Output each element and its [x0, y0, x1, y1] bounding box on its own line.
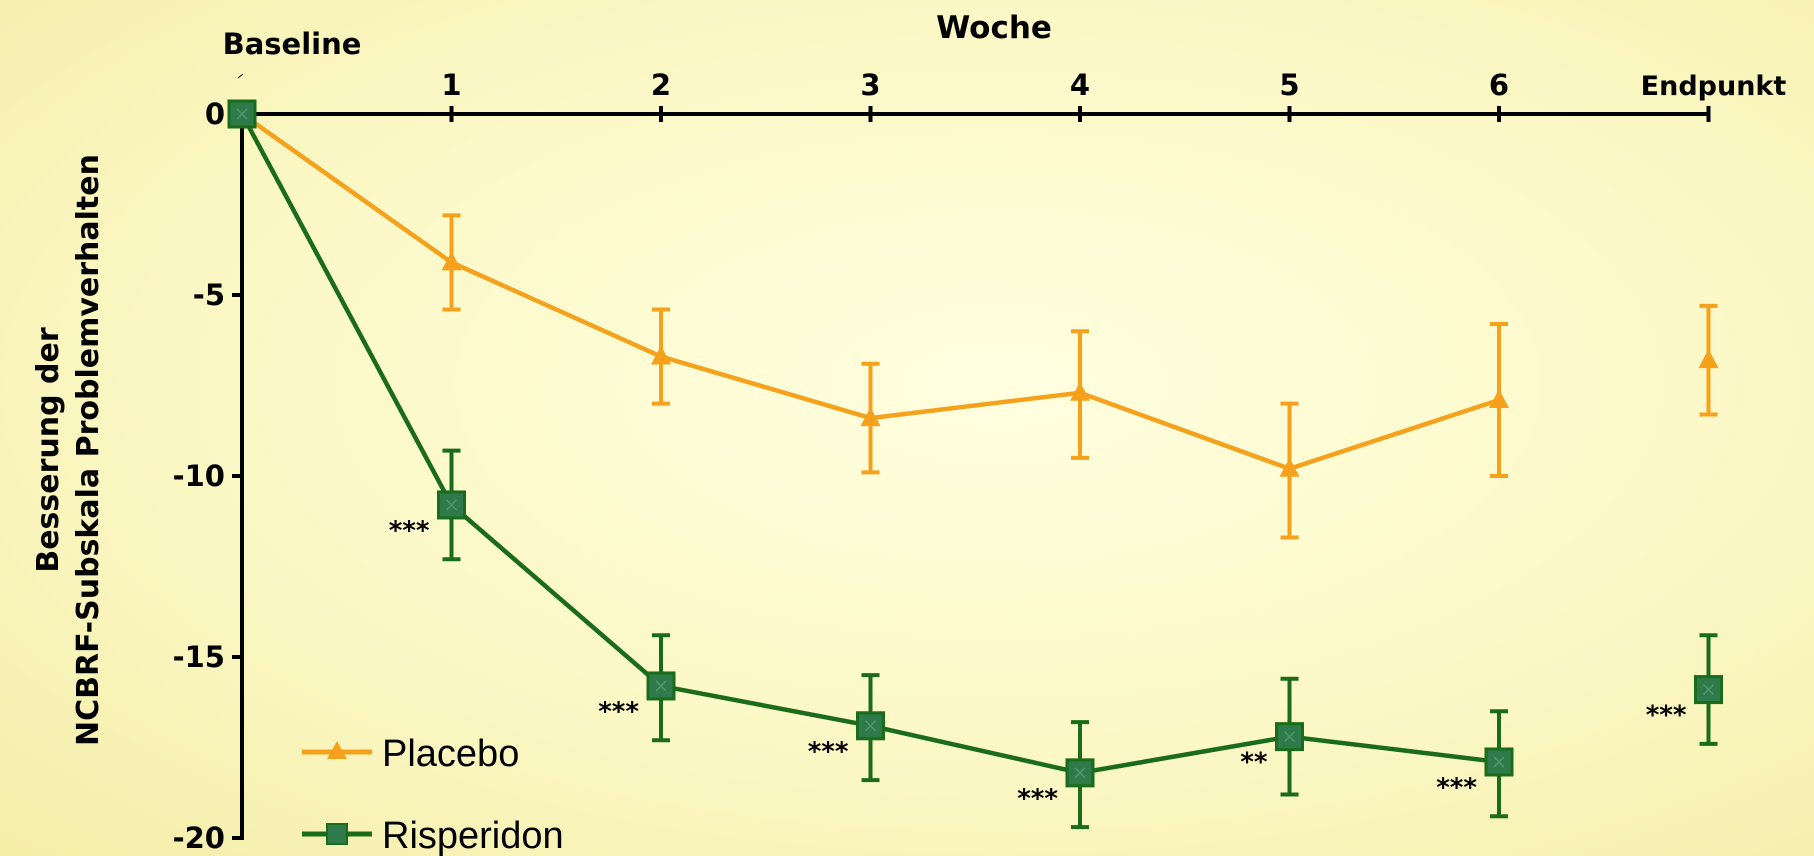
- significance-label: ***: [389, 516, 430, 546]
- data-point: [1698, 349, 1719, 369]
- data-point-cross: [864, 720, 877, 732]
- legend-label: Placebo: [382, 733, 519, 775]
- x-tick-label: 5: [1279, 68, 1299, 102]
- data-point-cross: [1074, 767, 1086, 779]
- data-point-cross: [1702, 684, 1715, 696]
- data-point: [227, 99, 257, 129]
- data-point: [441, 251, 462, 271]
- y-axis-title: Besserung der NCBRF-Subskala Problemverha…: [31, 154, 106, 746]
- baseline-label: Baseline: [223, 27, 362, 61]
- chart-axes: [232, 73, 1711, 840]
- legend-entry-risperidon: Risperidon: [302, 815, 564, 856]
- significance-label: ***: [808, 737, 849, 767]
- y-axis-title-line2: NCBRF-Subskala Problemverhalten: [71, 154, 106, 746]
- y-axis-title-line1: Besserung der: [31, 327, 66, 573]
- data-point-cross: [1493, 756, 1505, 768]
- x-tick-label: Endpunkt: [1641, 71, 1787, 102]
- significance-label: ***: [1646, 701, 1687, 731]
- data-point-cross: [655, 680, 667, 692]
- data-point-cross: [1283, 731, 1296, 743]
- y-tick-label: -5: [193, 278, 225, 312]
- significance-label: ***: [1017, 784, 1058, 814]
- legend-marker: [326, 823, 348, 845]
- x-axis-title: Woche: [936, 10, 1052, 46]
- x-tick-label: 6: [1489, 68, 1509, 102]
- series-layer: [227, 99, 1723, 830]
- significance-label: **: [1240, 748, 1268, 778]
- significance-label: ***: [1436, 773, 1477, 803]
- legend-marker: [327, 741, 347, 759]
- data-point: [1070, 381, 1090, 401]
- y-tick-label: 0: [205, 97, 225, 131]
- x-tick-label: 4: [1070, 68, 1090, 102]
- data-point: [1694, 675, 1723, 705]
- data-point: [860, 407, 881, 427]
- data-point-cross: [445, 499, 458, 511]
- significance-label: ***: [598, 697, 639, 727]
- legend-label: Risperidon: [382, 815, 564, 856]
- baseline-mark: [237, 73, 244, 79]
- legend: Placebo Risperidon: [302, 733, 564, 856]
- series-risperidon: [227, 99, 1723, 830]
- data-point-cross: [236, 108, 248, 120]
- data-point: [651, 345, 671, 365]
- legend-entry-placebo: Placebo: [302, 733, 519, 775]
- y-tick-label: -10: [173, 459, 225, 493]
- x-tick-label: 2: [651, 68, 671, 102]
- x-tick-label: 1: [441, 68, 461, 102]
- y-tick-label: -20: [173, 821, 225, 855]
- data-point: [1279, 457, 1300, 477]
- data-point: [1489, 388, 1509, 408]
- chart-labels: 1 2 3 4 5 6 Endpunkt 0 -5 -10 -15 -20 Baseline Woche B…: [31, 10, 1786, 855]
- x-tick-label: 3: [860, 68, 880, 102]
- y-tick-label: -15: [173, 640, 225, 674]
- series-placebo: [240, 112, 1719, 540]
